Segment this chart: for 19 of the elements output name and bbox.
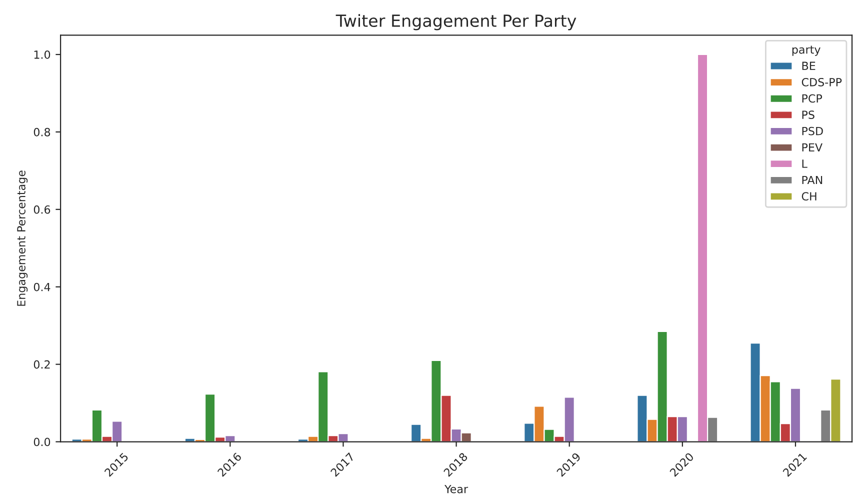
y-axis-title: Engagement Percentage [17, 170, 28, 306]
legend-label: PCP [802, 94, 822, 103]
legend-label: CDS-PP [802, 78, 842, 86]
legend-label: L [802, 160, 808, 168]
y-tick-label: 1.0 [34, 50, 50, 59]
y-tick-label: 0.0 [34, 438, 50, 446]
y-tick-label: 0.8 [34, 128, 50, 136]
legend-label: PEV [802, 143, 822, 152]
legend-label: CH [802, 192, 816, 201]
y-tick-label: 0.6 [34, 205, 50, 214]
legend-label: PS [802, 110, 814, 119]
y-tick-label: 0.2 [34, 360, 50, 369]
legend-label: PAN [802, 176, 822, 184]
y-tick-label: 0.4 [34, 282, 50, 292]
legend-title: party [792, 46, 820, 56]
x-axis-title: Year [444, 484, 468, 494]
chart-title: Twiter Engagement Per Party [336, 14, 576, 30]
legend-label: BE [802, 62, 816, 70]
legend-label: PSD [802, 126, 823, 136]
